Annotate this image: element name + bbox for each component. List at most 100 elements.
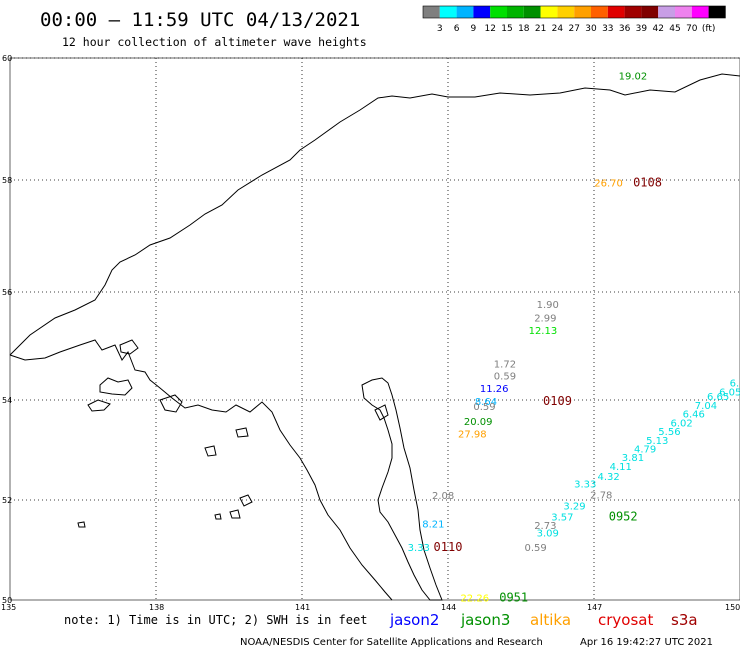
satellite-legend-altika: altika <box>530 611 571 629</box>
color-scale-label: (ft) <box>702 24 716 34</box>
latitude-tick-label: 54 <box>2 396 12 405</box>
color-scale-label: 70 <box>686 24 698 34</box>
longitude-tick-label: 147 <box>587 603 602 612</box>
wave-height-value: 12.13 <box>529 326 558 337</box>
color-scale-swatch <box>641 6 659 18</box>
longitude-tick-label: 135 <box>1 603 16 612</box>
wave-height-value: 3.81 <box>622 453 644 464</box>
color-scale-label: 3 <box>437 24 443 34</box>
longitude-tick-label: 138 <box>149 603 164 612</box>
wave-height-value: 26.70 <box>594 179 623 190</box>
color-scale-label: 21 <box>535 24 546 34</box>
satellite-legend-s3a: s3a <box>671 611 698 629</box>
lat-lon-grid <box>10 57 740 600</box>
wave-height-value: 5.56 <box>658 427 680 438</box>
wave-height-value: 8.64 <box>475 397 497 408</box>
color-scale-label: 42 <box>652 24 663 34</box>
wave-height-value: 11.26 <box>480 384 509 395</box>
satellite-legend-jason2: jason2 <box>389 611 439 629</box>
wave-height-value: 20.09 <box>464 417 493 428</box>
coastline <box>9 73 740 601</box>
longitude-tick-label: 150 <box>725 603 740 612</box>
color-scale-label: 24 <box>552 24 564 34</box>
color-scale-swatch <box>691 6 709 18</box>
color-scale-label: 30 <box>585 24 597 34</box>
satellite-legend-cryosat: cryosat <box>598 611 653 629</box>
footer-generated-time: Apr 16 19:42:27 UTC 2021 <box>580 637 713 648</box>
map-subtitle: 12 hour collection of altimeter wave hei… <box>62 35 367 49</box>
pass-time-label: 0109 <box>543 394 572 408</box>
color-scale-label: 27 <box>568 24 579 34</box>
color-scale-swatch <box>708 6 726 18</box>
wave-height-value: 6.7 <box>730 379 740 390</box>
wave-height-value: 2.08 <box>432 491 454 502</box>
color-scale-swatch <box>473 6 491 18</box>
wave-height-value: 3.29 <box>563 502 585 513</box>
color-scale-swatch <box>591 6 608 18</box>
color-scale-swatch <box>557 6 575 18</box>
pass-time-label: 0108 <box>633 176 662 190</box>
color-scale-label: 9 <box>471 24 477 34</box>
wave-height-value: 1.72 <box>494 360 516 371</box>
wave-height-value: 4.11 <box>610 462 632 473</box>
wave-height-value: 6.65 <box>707 392 729 403</box>
wave-height-observations: 19.0226.701.902.9912.131.720.5911.268.64… <box>408 71 740 604</box>
wave-height-value: 7.04 <box>695 401 717 412</box>
wave-height-value: 22.26 <box>460 594 489 605</box>
wave-height-value: 0.59 <box>473 402 495 413</box>
wave-height-value: 4.32 <box>597 472 619 483</box>
wave-height-value: 4.79 <box>634 445 656 456</box>
color-scale-swatch <box>439 6 457 18</box>
wave-height-value: 3.33 <box>408 543 430 554</box>
wave-height-value: 2.99 <box>534 314 556 325</box>
color-scale-swatch <box>607 6 625 18</box>
color-scale-swatch <box>507 6 524 18</box>
color-scale-label: 18 <box>518 24 530 34</box>
wave-height-value: 2.73 <box>534 521 556 532</box>
color-scale-label: 39 <box>636 24 648 34</box>
wave-height-value: 19.02 <box>619 71 648 82</box>
color-scale-swatch <box>574 6 591 18</box>
color-scale-border <box>422 5 726 19</box>
latitude-tick-label: 60 <box>2 54 12 63</box>
color-scale-swatch <box>624 6 642 18</box>
map-title: 00:00 – 11:59 UTC 04/13/2021 <box>40 9 360 31</box>
longitude-tick-label: 141 <box>295 603 310 612</box>
latitude-tick-label: 56 <box>2 288 12 297</box>
footer-note: note: 1) Time is in UTC; 2) SWH is in fe… <box>64 613 367 627</box>
longitude-labels: 135 138 141 144 147 150 <box>1 603 740 612</box>
satellite-legend-jason3: jason3 <box>460 611 510 629</box>
latitude-labels: 50 52 54 56 58 60 <box>2 54 12 605</box>
wave-height-value: 0.59 <box>494 371 516 382</box>
wave-height-value: 3.57 <box>551 513 573 524</box>
color-scale-label: 45 <box>669 24 680 34</box>
wave-height-value: 1.90 <box>537 300 559 311</box>
wave-height-value: 3.09 <box>537 529 559 540</box>
pass-time-label: 0951 <box>499 591 528 605</box>
color-scale-swatch <box>423 6 440 18</box>
footer-credit: NOAA/NESDIS Center for Satellite Applica… <box>240 637 543 648</box>
wave-height-value: 2.78 <box>590 491 612 502</box>
color-scale-swatch <box>675 6 692 18</box>
wave-height-value: 3.33 <box>574 480 596 491</box>
color-scale-label: 6 <box>454 24 460 34</box>
color-scale-swatch <box>523 6 541 18</box>
color-scale-label: 33 <box>602 24 613 34</box>
latitude-tick-label: 50 <box>2 596 12 605</box>
pass-time-label: 0110 <box>434 540 463 554</box>
wave-height-value: 8.21 <box>422 520 444 531</box>
color-scale-label: 12 <box>484 24 495 34</box>
color-scale-swatch <box>456 6 474 18</box>
satellite-pass-labels: 0108 0109 0110 0951 0952 <box>434 176 662 605</box>
color-scale-label: 15 <box>501 24 512 34</box>
longitude-tick-label: 144 <box>441 603 456 612</box>
satellite-legend: jason2 jason3 altika cryosat s3a <box>389 611 698 629</box>
wave-height-value: 27.98 <box>458 430 487 441</box>
color-scale-label: 36 <box>619 24 631 34</box>
color-scale-legend: 3 6 9 12 15 18 21 24 27 30 33 36 39 42 45 70 (ft) <box>422 5 726 34</box>
color-scale-swatch <box>490 6 507 18</box>
wave-height-value: 6.05 <box>719 388 740 399</box>
latitude-tick-label: 52 <box>2 496 12 505</box>
wave-height-value: 6.46 <box>683 410 705 421</box>
